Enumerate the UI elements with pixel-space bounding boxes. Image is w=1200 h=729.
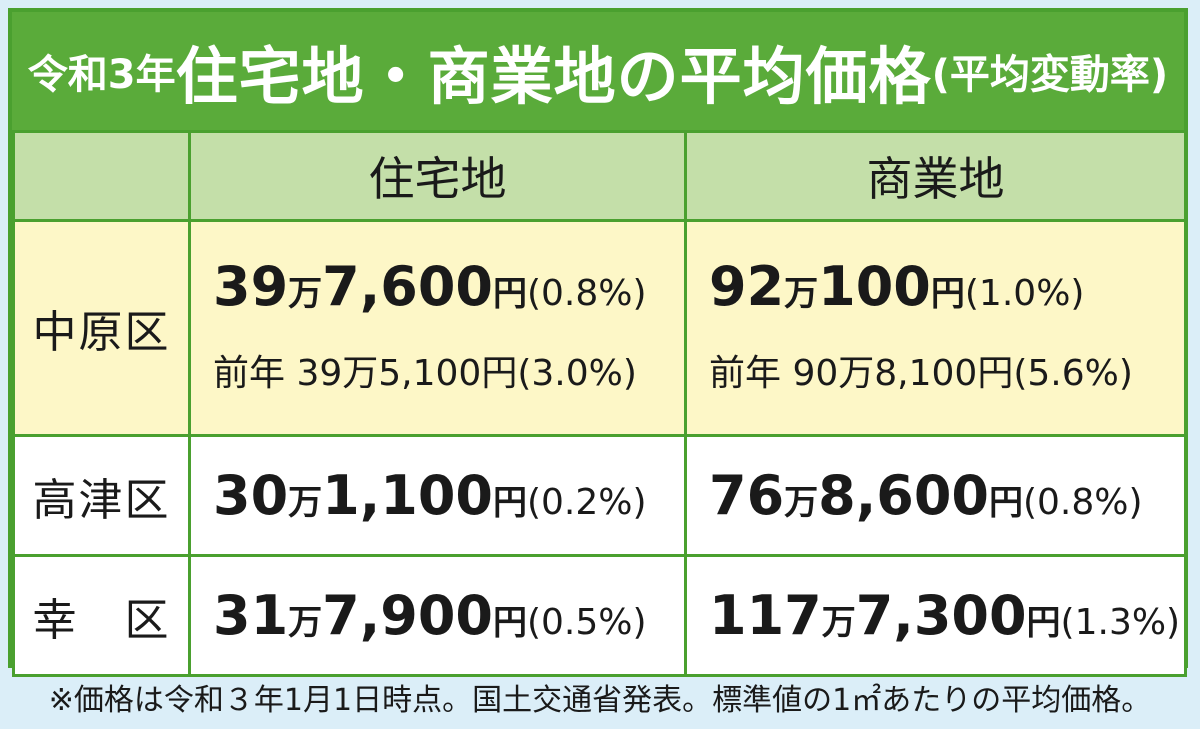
price-rest: 7,900	[322, 583, 493, 647]
change-rate: (0.2%)	[526, 481, 647, 523]
header-commercial: 商業地	[684, 130, 1187, 222]
price-man: 92	[709, 255, 785, 318]
residential-cell: 31万7,900円(0.5%)	[188, 554, 687, 677]
title-prefix: 令和3年	[27, 52, 176, 98]
title-bar: 令和3年 住宅地・商業地の平均価格 (平均変動率)	[12, 12, 1184, 130]
change-rate: (0.8%)	[1022, 481, 1143, 523]
unit-man: 万	[821, 602, 856, 643]
unit-man: 万	[288, 274, 323, 314]
header-residential: 住宅地	[188, 130, 687, 222]
change-rate: (0.5%)	[526, 601, 647, 643]
price-man: 117	[709, 583, 822, 647]
table-row: 高津区 30万1,100円(0.2%) 76万8,600円(0.8%)	[12, 434, 1187, 557]
title-main: 住宅地・商業地の平均価格	[175, 40, 932, 113]
unit-yen: 円	[492, 602, 527, 643]
price-table: 住宅地 商業地 中原区 39万7,600円(0.8%) 前年 39万5,100円…	[12, 130, 1187, 677]
ward-label: 高津区	[12, 434, 191, 557]
unit-yen: 円	[1026, 602, 1061, 643]
price-rest: 8,600	[818, 463, 989, 527]
title-paren: (平均変動率)	[931, 52, 1169, 98]
price-rest: 7,300	[855, 583, 1027, 647]
price-man: 39	[213, 255, 289, 318]
unit-yen: 円	[988, 482, 1023, 523]
ward-label: 中原区	[12, 219, 191, 437]
header-row: 住宅地 商業地	[12, 130, 1187, 222]
table-row: 幸 区 31万7,900円(0.5%) 117万7,300円(1.3%)	[12, 554, 1187, 677]
commercial-cell: 117万7,300円(1.3%)	[684, 554, 1187, 677]
price-rest: 100	[818, 255, 931, 318]
change-rate: (1.3%)	[1060, 601, 1181, 643]
unit-man: 万	[784, 482, 819, 523]
price-table-frame: 令和3年 住宅地・商業地の平均価格 (平均変動率) 住宅地 商業地 中原区 39…	[8, 8, 1188, 677]
price-rest: 1,100	[322, 463, 493, 527]
table-row: 中原区 39万7,600円(0.8%) 前年 39万5,100円(3.0%) 9…	[12, 219, 1187, 437]
change-rate: (0.8%)	[526, 273, 647, 314]
residential-cell: 30万1,100円(0.2%)	[188, 434, 687, 557]
ward-label: 幸 区	[12, 554, 191, 677]
previous-year: 前年 39万5,100円(3.0%)	[213, 353, 637, 394]
price-man: 30	[213, 463, 289, 527]
previous-year: 前年 90万8,100円(5.6%)	[709, 353, 1133, 394]
unit-man: 万	[784, 274, 819, 314]
price-man: 31	[213, 583, 289, 647]
unit-man: 万	[288, 482, 323, 523]
residential-cell: 39万7,600円(0.8%) 前年 39万5,100円(3.0%)	[188, 219, 687, 437]
price-rest: 7,600	[322, 255, 493, 318]
footnote: ※価格は令和３年1月1日時点。国土交通省発表。標準値の1㎡あたりの平均価格。	[48, 683, 1152, 718]
price-man: 76	[709, 463, 785, 527]
header-corner	[12, 130, 191, 222]
unit-yen: 円	[492, 482, 527, 523]
change-rate: (1.0%)	[964, 273, 1085, 314]
commercial-cell: 76万8,600円(0.8%)	[684, 434, 1187, 557]
commercial-cell: 92万100円(1.0%) 前年 90万8,100円(5.6%)	[684, 219, 1187, 437]
unit-man: 万	[288, 602, 323, 643]
unit-yen: 円	[492, 274, 527, 314]
unit-yen: 円	[930, 274, 965, 314]
